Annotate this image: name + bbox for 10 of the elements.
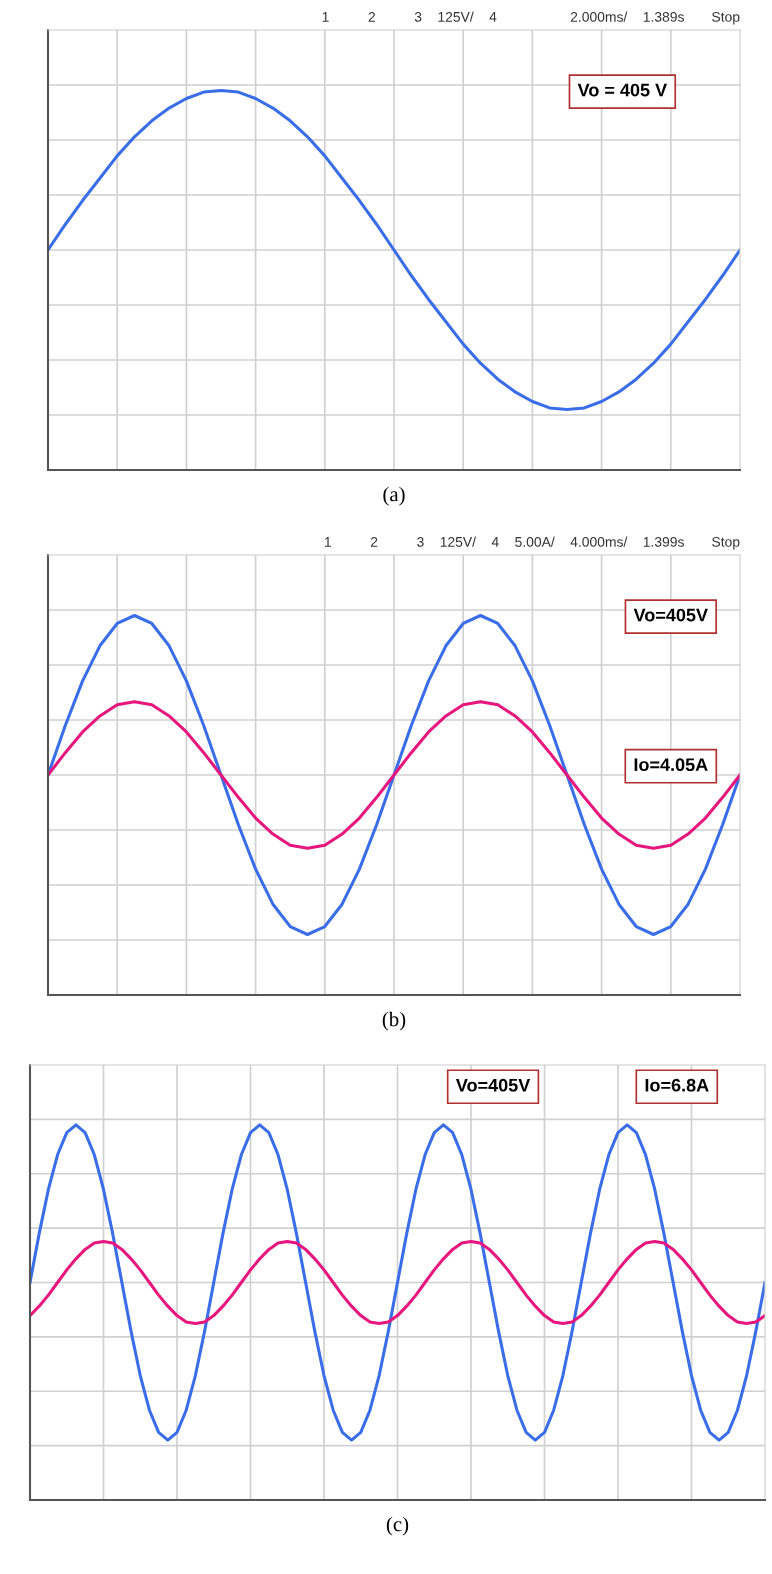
text: Vo=405V	[455, 1078, 531, 1092]
text: Io=6.8A	[645, 1078, 709, 1092]
chart-title: 1 2 3 125V/ 4 5.00A/ 4.000ms/ 1.399s Stop	[324, 536, 740, 550]
x-axis-title: (b)	[382, 1011, 406, 1031]
x-axis-title: (a)	[383, 486, 405, 506]
chart-title: 1 2 3 125V/ 4 2.000ms/ 1.389s Stop	[322, 11, 740, 25]
annotation: Io=4.05A	[634, 758, 708, 772]
annotation: Vo = 405 V	[577, 83, 667, 97]
annotation: Vo=405V	[633, 608, 708, 622]
x-axis-title: (c)	[386, 1516, 409, 1536]
